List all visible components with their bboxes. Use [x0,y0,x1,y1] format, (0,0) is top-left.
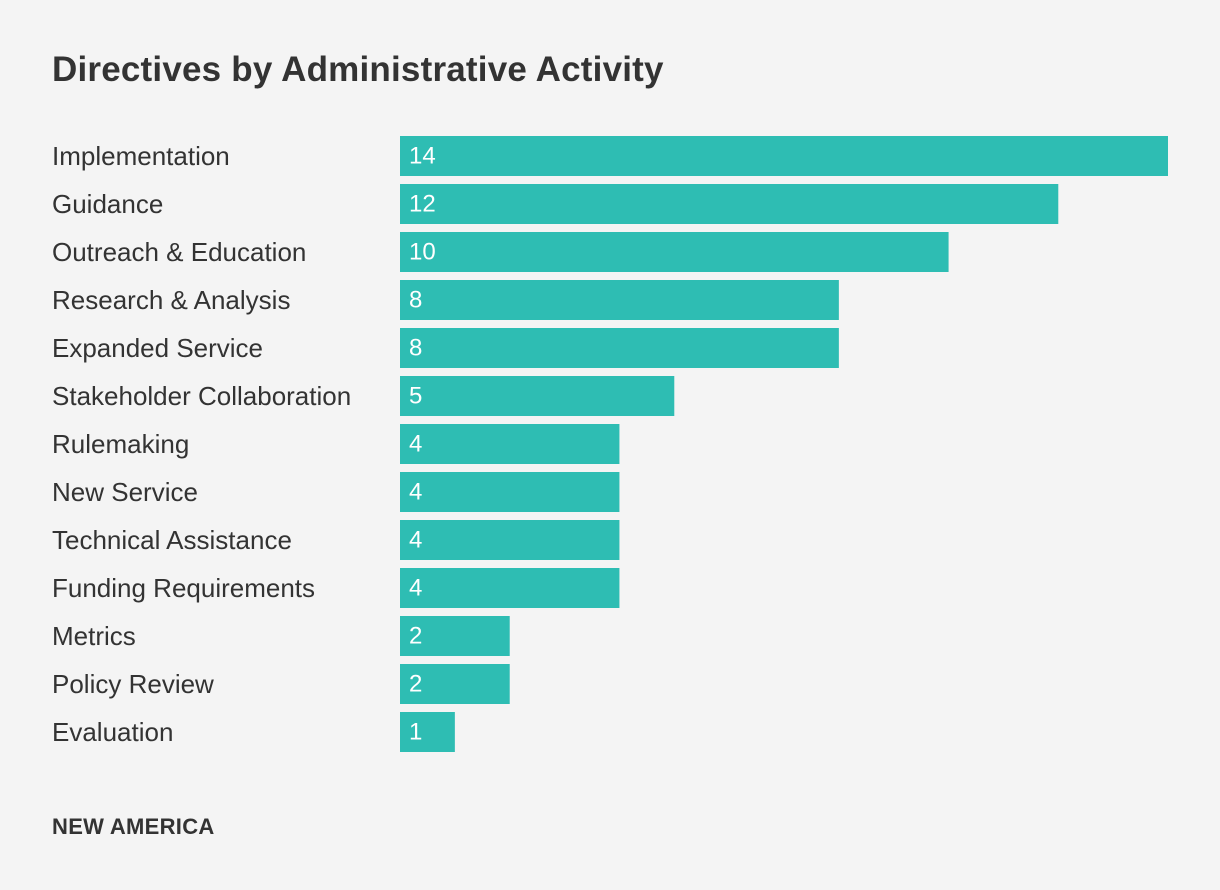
bar-value-label: 8 [409,335,422,362]
bar-value-label: 12 [409,191,436,218]
bar [400,328,839,368]
bar [400,712,455,752]
category-label: Expanded Service [52,333,263,363]
bar-value-label: 1 [409,719,422,746]
bar [400,664,510,704]
category-label: Implementation [52,141,230,171]
category-labels: Implementation Guidance Outreach & Educati… [52,141,351,747]
chart-title: Directives by Administrative Activity [52,50,664,89]
bar-value-label: 2 [409,671,422,698]
bar-value-label: 4 [409,575,422,602]
category-label: Funding Requirements [52,573,315,603]
bar [400,376,675,416]
bar-value-label: 2 [409,623,422,650]
category-label: Policy Review [52,669,214,699]
category-label: Metrics [52,621,136,651]
bar [400,232,949,272]
brand-logo-text: NEW AMERICA [52,814,215,839]
bar [400,424,620,464]
bar-value-label: 4 [409,527,422,554]
category-label: Outreach & Education [52,237,306,267]
category-label: Evaluation [52,717,173,747]
category-label: Stakeholder Collaboration [52,381,351,411]
bar [400,520,620,560]
bar-value-label: 8 [409,287,422,314]
bar-value-label: 4 [409,479,422,506]
bar [400,616,510,656]
category-label: New Service [52,477,198,507]
bar [400,136,1168,176]
bar [400,568,620,608]
category-label: Rulemaking [52,429,189,459]
bar [400,184,1059,224]
bar-value-label: 10 [409,239,436,266]
bar-value-label: 14 [409,143,436,170]
bar [400,280,839,320]
category-label: Research & Analysis [52,285,290,315]
bar [400,472,620,512]
bar-value-label: 4 [409,431,422,458]
bar-value-label: 5 [409,383,422,410]
bars [400,136,1168,752]
category-label: Technical Assistance [52,525,292,555]
category-label: Guidance [52,189,163,219]
value-labels: 14 12 10 8 8 5 4 4 4 4 2 2 1 [409,143,436,746]
